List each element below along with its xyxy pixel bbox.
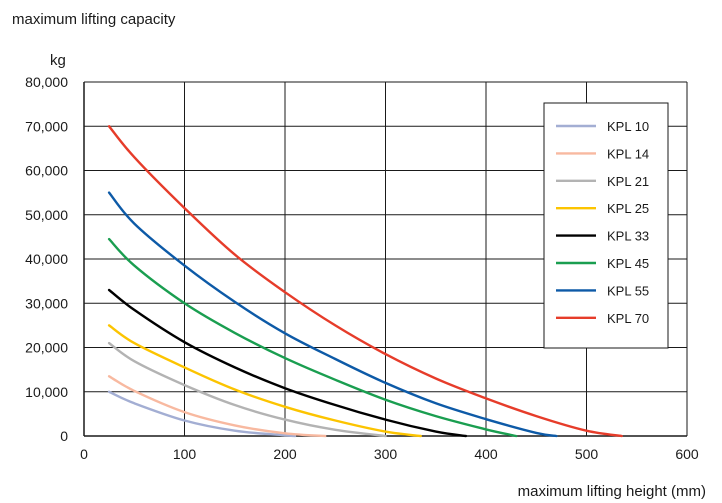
legend-label-kpl-25: KPL 25 xyxy=(607,201,649,216)
y-tick-label: 20,000 xyxy=(25,340,68,356)
y-tick-label: 30,000 xyxy=(25,295,68,311)
series-line-kpl-14 xyxy=(107,375,327,438)
y-tick-label: 0 xyxy=(60,428,68,444)
series-line-kpl-33 xyxy=(107,288,468,438)
legend-label-kpl-45: KPL 45 xyxy=(607,256,649,271)
x-tick-label: 300 xyxy=(374,446,398,462)
legend-label-kpl-70: KPL 70 xyxy=(607,311,649,326)
legend: KPL 10 KPL 14 KPL 21 KPL 25 KPL 33 KPL 45 KPL … xyxy=(543,102,669,349)
chart-title: maximum lifting capacity xyxy=(12,11,176,28)
series-lines xyxy=(107,125,623,438)
x-tick-labels: 0 100 200 300 400 500 600 xyxy=(80,446,699,462)
y-tick-label: 80,000 xyxy=(25,74,68,90)
y-tick-label: 70,000 xyxy=(25,118,68,134)
x-tick-label: 0 xyxy=(80,446,88,462)
y-axis-label: kg xyxy=(50,52,66,69)
series-line-kpl-10 xyxy=(107,390,297,438)
x-tick-label: 400 xyxy=(474,446,498,462)
x-tick-label: 100 xyxy=(173,446,197,462)
y-tick-labels: 0 10,000 20,000 30,000 40,000 50,000 60,000 70,… xyxy=(25,74,68,444)
x-tick-label: 200 xyxy=(273,446,297,462)
x-axis-label: maximum lifting height (mm) xyxy=(518,483,706,500)
series-line-kpl-70 xyxy=(107,125,623,438)
y-tick-label: 10,000 xyxy=(25,384,68,400)
x-tick-label: 500 xyxy=(575,446,599,462)
series-line-kpl-25 xyxy=(107,324,422,438)
legend-label-kpl-55: KPL 55 xyxy=(607,283,649,298)
legend-label-kpl-14: KPL 14 xyxy=(607,146,649,161)
legend-label-kpl-21: KPL 21 xyxy=(607,174,649,189)
y-tick-label: 40,000 xyxy=(25,251,68,267)
legend-label-kpl-10: KPL 10 xyxy=(607,119,649,134)
legend-label-kpl-33: KPL 33 xyxy=(607,229,649,244)
series-line-kpl-21 xyxy=(107,341,387,438)
y-tick-label: 60,000 xyxy=(25,163,68,179)
y-tick-label: 50,000 xyxy=(25,207,68,223)
x-tick-label: 600 xyxy=(675,446,699,462)
legend-box xyxy=(543,102,669,349)
series-line-kpl-55 xyxy=(107,191,558,438)
series-line-kpl-45 xyxy=(107,237,518,438)
